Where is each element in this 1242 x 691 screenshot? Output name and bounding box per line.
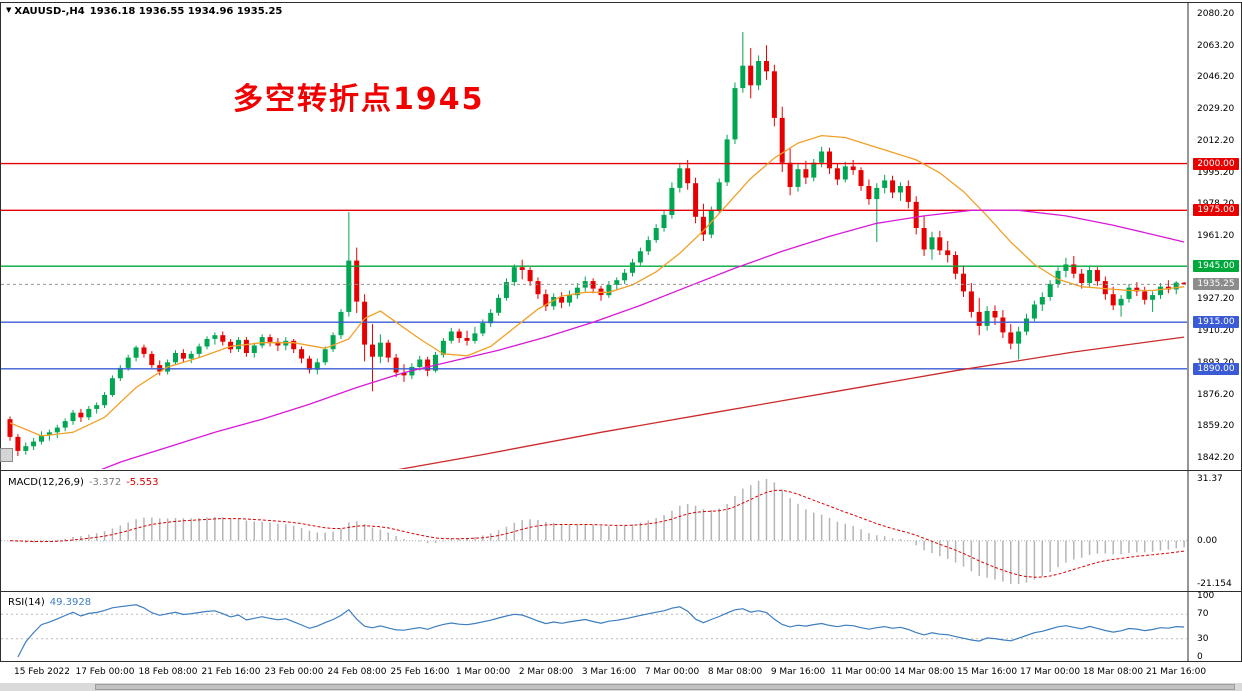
time-axis-label: 3 Mar 16:00	[581, 667, 637, 677]
scrollbar-thumb[interactable]	[95, 684, 1235, 690]
price-line-badge-1915.00: 1915.00	[1193, 316, 1239, 328]
time-axis-label: 2 Mar 08:00	[518, 667, 574, 677]
macd-axis-label: 31.37	[1197, 474, 1223, 484]
rsi-axis-label: 70	[1197, 609, 1209, 619]
time-axis-label: 23 Feb 00:00	[264, 667, 324, 677]
ohlc-values: 1936.18 1936.55 1934.96 1935.25	[89, 6, 283, 17]
price-axis-label: 1859.20	[1197, 421, 1235, 431]
time-axis-label: 8 Mar 08:00	[707, 667, 763, 677]
time-axis-label: 21 Feb 16:00	[201, 667, 261, 677]
time-axis-label: 24 Feb 08:00	[327, 667, 387, 677]
chart-corner-widget[interactable]	[0, 448, 13, 462]
macd-histogram	[17, 479, 1185, 584]
macd-name: MACD(12,26,9)	[8, 477, 84, 488]
price-scale[interactable]: 2080.20 2063.20 2046.20 2029.20 2012.20 1995.…	[1188, 0, 1242, 691]
rsi-pane[interactable]	[0, 591, 1242, 662]
rsi-value: 49.3928	[49, 597, 92, 608]
price-axis-label: 2063.20	[1197, 41, 1235, 51]
price-axis-label: 2029.20	[1197, 104, 1235, 114]
time-axis-label: 18 Mar 08:00	[1082, 667, 1144, 677]
time-axis-label: 7 Mar 00:00	[644, 667, 700, 677]
time-axis[interactable]: 15 Feb 2022 17 Feb 00:00 18 Feb 08:00 21 Fe…	[0, 662, 1242, 682]
symbol-dropdown-icon[interactable]: ▼	[6, 6, 12, 14]
macd-axis-label: -21.154	[1197, 579, 1232, 589]
rsi-name: RSI(14)	[8, 597, 45, 608]
price-line-badge-2000.00: 2000.00	[1193, 158, 1239, 170]
slow-ma-line	[397, 336, 1185, 469]
time-axis-label: 1 Mar 00:00	[455, 667, 511, 677]
time-axis-label: 25 Feb 16:00	[390, 667, 450, 677]
rsi-indicator-label: RSI(14) 49.3928	[8, 597, 91, 608]
price-axis-label: 1876.20	[1197, 390, 1235, 400]
time-axis-label: 11 Mar 00:00	[830, 667, 892, 677]
macd-signal-line	[9, 489, 1185, 578]
moving-averages-layer	[9, 134, 1185, 469]
macd-axis-label: 0.00	[1197, 536, 1218, 546]
price-axis-label: 2012.20	[1197, 136, 1235, 146]
time-axis-label: 14 Mar 08:00	[893, 667, 955, 677]
rsi-axis-label: 0	[1197, 652, 1203, 662]
macd-indicator-label: MACD(12,26,9) -3.372 -5.553	[8, 477, 158, 488]
price-axis-label: 2080.20	[1197, 9, 1235, 19]
current-price-badge: 1935.25	[1193, 278, 1239, 290]
time-axis-label: 9 Mar 16:00	[770, 667, 826, 677]
time-axis-label: 15 Mar 16:00	[956, 667, 1018, 677]
rsi-axis-label: 100	[1197, 591, 1215, 601]
time-axis-label: 21 Mar 16:00	[1145, 667, 1207, 677]
time-axis-label: 17 Feb 00:00	[75, 667, 135, 677]
time-axis-label: 18 Feb 08:00	[138, 667, 198, 677]
price-axis-label: 1927.20	[1197, 294, 1235, 304]
rsi-axis-label: 30	[1197, 634, 1209, 644]
time-axis-label: 17 Mar 00:00	[1019, 667, 1081, 677]
symbol-info: ▼ XAUUSD-,H4 1936.18 1936.55 1934.96 1935.…	[6, 6, 287, 17]
annotation: 多空转折点1945	[233, 82, 485, 117]
symbol-timeframe-label: XAUUSD-,H4	[14, 6, 85, 17]
macd-value: -3.372	[88, 477, 122, 488]
price-line-badge-1890.00: 1890.00	[1193, 363, 1239, 375]
fast-ma-line	[9, 134, 1185, 437]
macd-signal-value: -5.553	[126, 477, 159, 488]
price-axis-label: 1995.20	[1197, 168, 1235, 178]
price-axis-label: 1842.20	[1197, 453, 1235, 463]
price-line-badge-1945.00: 1945.00	[1193, 260, 1239, 272]
price-axis-label: 2046.20	[1197, 72, 1235, 82]
price-line-badge-1975.00: 1975.00	[1193, 204, 1239, 216]
medium-ma-line	[101, 209, 1185, 469]
price-axis-label: 1961.20	[1197, 231, 1235, 241]
horizontal-scrollbar[interactable]	[0, 683, 1242, 691]
candles-layer	[7, 32, 1186, 457]
price-axis-label: 1910.20	[1197, 326, 1235, 336]
time-axis-label: 15 Feb 2022	[13, 667, 70, 677]
rsi-line	[17, 604, 1185, 658]
main-chart-pane[interactable]	[0, 2, 1242, 471]
rsi-levels	[1, 613, 1187, 640]
